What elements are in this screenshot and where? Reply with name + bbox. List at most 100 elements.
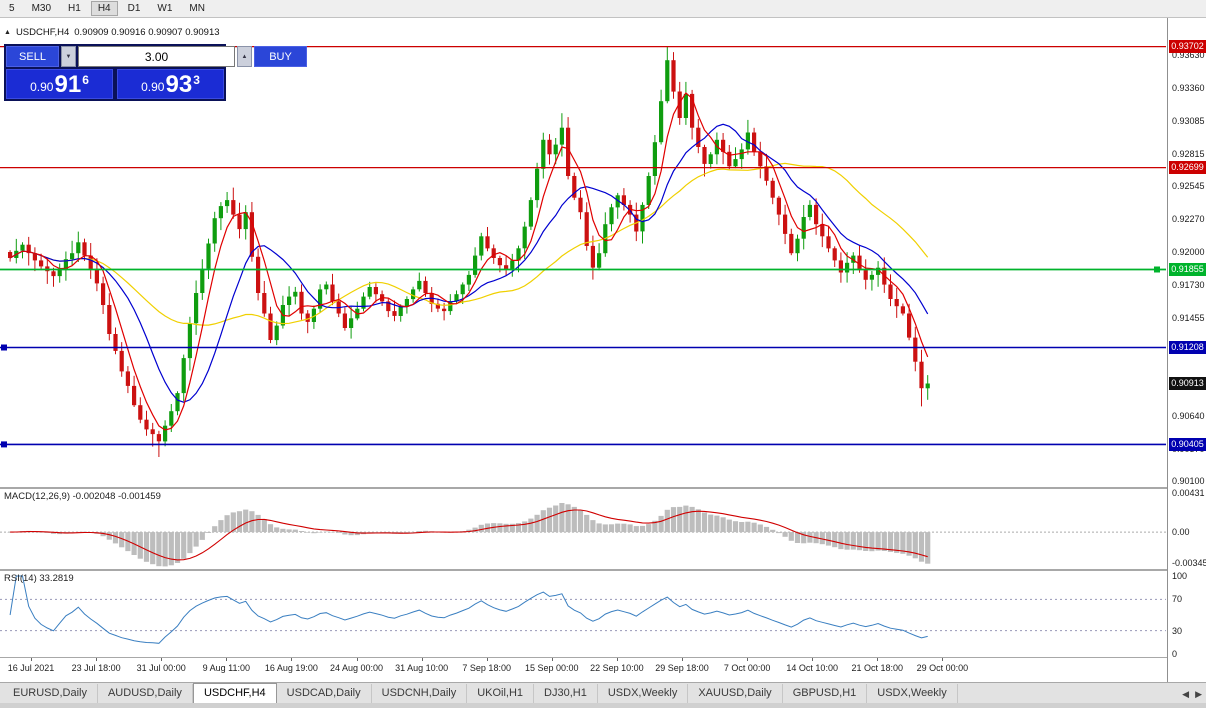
time-axis-tick [812, 658, 814, 661]
time-axis-tick [226, 658, 228, 661]
chart-symbol-label: USDCHF,H4 [15, 27, 70, 38]
chevron-down-icon: ▼ [65, 53, 72, 60]
price-axis[interactable]: 0.93630 0.93360 0.93085 0.92815 0.92545 0.922… [1167, 18, 1206, 682]
chart-tab-ukoil-h1[interactable]: UKOil,H1 [467, 684, 535, 703]
time-axis-label: 7 Sep 18:00 [462, 663, 511, 673]
time-axis-tick [942, 658, 944, 661]
volume-decrease-button[interactable]: ▼ [61, 46, 76, 67]
buy-price-button[interactable]: 0.90 93 3 [117, 69, 224, 99]
chart-tab-usdcad-daily[interactable]: USDCAD,Daily [277, 684, 372, 703]
chart-tab-eurusd-daily[interactable]: EURUSD,Daily [3, 684, 98, 703]
time-axis-label: 22 Sep 10:00 [590, 663, 644, 673]
price-axis-label: 0.92815 [1172, 148, 1205, 159]
sell-price-pip: 6 [82, 73, 89, 87]
time-axis-tick [682, 658, 683, 661]
one-click-trading-panel: SELL ▼ ▲ BUY 0.90 91 6 0.90 93 3 [4, 44, 307, 101]
hline-price-marker: 0.93702 [1169, 40, 1206, 54]
time-axis-label: 29 Oct 00:00 [916, 663, 969, 673]
price-axis-label: 0.91455 [1172, 312, 1205, 323]
tab-scroll-controls: ◀ ▶ [1182, 689, 1202, 700]
time-axis[interactable]: 16 Jul 2021 23 Jul 18:00 31 Jul 00:00 9 Aug… [0, 658, 1167, 682]
macd-indicator-pane[interactable]: MACD(12,26,9) -0.002048 -0.001459 [0, 489, 1167, 569]
macd-axis-label: -0.00345 [1172, 558, 1206, 569]
timeframe-toolbar: 5 M30 H1 H4 D1 W1 MN [0, 0, 1206, 18]
pane-splitter[interactable] [0, 487, 1206, 489]
timeframe-button-h1[interactable]: H1 [61, 1, 88, 16]
macd-chart [0, 503, 1166, 567]
hline-price-marker: 0.92699 [1169, 161, 1206, 175]
candles-and-lines [0, 46, 1166, 457]
time-axis-tick [551, 658, 553, 661]
price-axis-label: 0.90100 [1172, 476, 1205, 487]
timeframe-button-mn[interactable]: MN [182, 1, 212, 16]
time-axis-tick [161, 658, 163, 661]
price-axis-label: 0.93085 [1172, 116, 1205, 127]
rsi-axis-label: 0 [1172, 649, 1178, 659]
rsi-label: RSI(14) 33.2819 [4, 573, 74, 584]
chart-tab-usdchf-h4[interactable]: USDCHF,H4 [192, 683, 277, 703]
hline-price-marker: 0.91208 [1169, 341, 1206, 354]
chart-header: ▲ USDCHF,H4 0.90909 0.90916 0.90907 0.90… [4, 27, 220, 38]
main-chart-pane[interactable]: ▲ USDCHF,H4 0.90909 0.90916 0.90907 0.90… [0, 18, 1167, 487]
chart-tab-xauusd-daily[interactable]: XAUUSD,Daily [688, 684, 783, 703]
chart-tab-bar: ◀ ▶ EURUSD,Daily AUDUSD,Daily USDCHF,H4 USD… [0, 682, 1206, 703]
pane-splitter[interactable] [0, 569, 1206, 571]
sell-button[interactable]: SELL [6, 46, 59, 67]
chart-tab-dj30-h1[interactable]: DJ30,H1 [534, 684, 598, 703]
rsi-axis-label: 30 [1172, 625, 1183, 636]
time-axis-label: 16 Jul 2021 [7, 663, 55, 673]
macd-axis-label: 0.00431 [1172, 488, 1205, 499]
price-axis-label: 0.92270 [1172, 214, 1205, 225]
timeframe-button-h4[interactable]: H4 [90, 1, 118, 16]
chart-tab-audusd-daily[interactable]: AUDUSD,Daily [98, 684, 193, 703]
one-click-trading-toggle-icon[interactable]: ▲ [4, 29, 11, 36]
chart-tab-usdcnh-daily[interactable]: USDCNH,Daily [372, 684, 468, 703]
rsi-chart [0, 575, 1166, 644]
chart-tab-usdx-weekly[interactable]: USDX,Weekly [867, 684, 958, 703]
chart-tab-gbpusd-h1[interactable]: GBPUSD,H1 [783, 684, 868, 703]
volume-input[interactable] [78, 46, 235, 67]
timeframe-button-d1[interactable]: D1 [121, 1, 148, 16]
candlestick-chart[interactable] [0, 18, 1167, 487]
rsi-indicator-pane[interactable]: RSI(14) 33.2819 [0, 571, 1167, 657]
time-axis-tick [96, 658, 98, 661]
sell-price-prefix: 0.90 [30, 80, 54, 94]
buy-button[interactable]: BUY [254, 46, 307, 67]
timeframe-button-w1[interactable]: W1 [150, 1, 179, 16]
price-axis-label: 0.92000 [1172, 246, 1205, 257]
hline-price-marker: 0.91855 [1169, 262, 1206, 276]
price-axis-label: 0.93630 [1172, 50, 1205, 61]
window-bottom-edge [0, 703, 1206, 708]
time-axis-label: 7 Oct 00:00 [723, 663, 771, 673]
timeframe-button-m30[interactable]: M30 [25, 1, 58, 16]
buy-price-pip: 3 [193, 73, 200, 87]
chart-tab-usdx-weekly[interactable]: USDX,Weekly [598, 684, 689, 703]
tab-scroll-right-button[interactable]: ▶ [1195, 689, 1202, 699]
macd-histogram-and-signal [0, 503, 1166, 567]
time-axis-label: 16 Aug 19:00 [264, 663, 318, 673]
tab-scroll-left-button[interactable]: ◀ [1182, 689, 1190, 699]
time-axis-label: 29 Sep 18:00 [655, 663, 709, 673]
time-axis-tick [877, 658, 879, 661]
time-axis-label: 23 Jul 18:00 [71, 663, 121, 673]
time-axis-label: 21 Oct 18:00 [851, 663, 904, 673]
timeframe-button-5[interactable]: 5 [2, 1, 22, 16]
buy-price-big: 93 [165, 71, 193, 98]
price-axis-label: 0.92545 [1172, 181, 1205, 192]
time-axis-tick [356, 658, 358, 661]
volume-increase-button[interactable]: ▲ [237, 46, 252, 67]
time-axis-label: 14 Oct 10:00 [786, 663, 838, 673]
price-axis-label: 0.93360 [1172, 82, 1205, 93]
pane-splitter [0, 657, 1206, 658]
sell-price-button[interactable]: 0.90 91 6 [6, 69, 113, 99]
price-axis-label: 0.90640 [1172, 411, 1205, 422]
time-axis-tick [291, 658, 293, 661]
time-axis-label: 31 Jul 00:00 [136, 663, 186, 673]
ma_slow-line [9, 162, 929, 326]
time-axis-label: 15 Sep 00:00 [525, 663, 579, 673]
buy-price-prefix: 0.90 [141, 80, 165, 94]
ma_mid-line [9, 123, 929, 403]
time-axis-label: 24 Aug 00:00 [329, 663, 384, 673]
rsi-axis-label: 70 [1172, 594, 1183, 605]
